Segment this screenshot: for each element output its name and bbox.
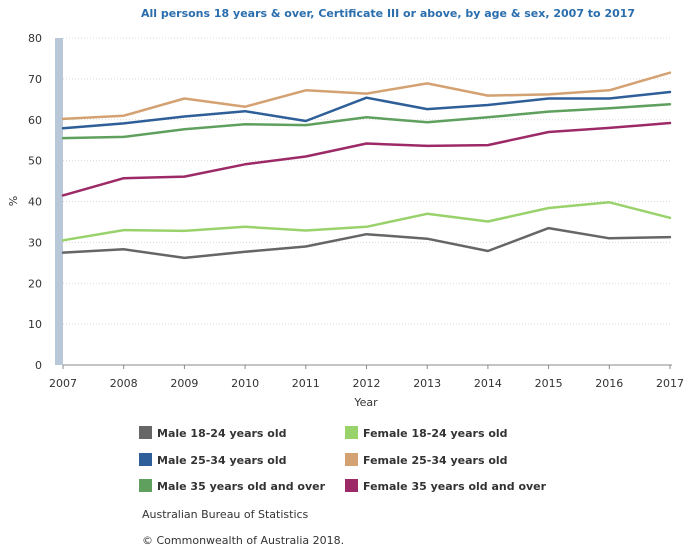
copyright-text: © Commonwealth of Australia 2018. (142, 534, 344, 547)
source-text: Australian Bureau of Statistics (142, 508, 309, 521)
y-tick-labels: 0 10 20 30 40 50 60 70 80 (28, 32, 42, 372)
x-tick-label: 2009 (170, 377, 198, 390)
x-tick-label: 2008 (110, 377, 138, 390)
x-tick-label: 2011 (292, 377, 320, 390)
x-tick-label: 2012 (353, 377, 381, 390)
x-tick-label: 2013 (413, 377, 441, 390)
legend: Male 18-24 years old Female 18-24 years o… (139, 426, 547, 493)
x-tick-label: 2017 (656, 377, 684, 390)
legend-swatch (345, 453, 358, 466)
legend-label: Female 25-34 years old (363, 454, 508, 467)
legend-swatch (139, 453, 152, 466)
legend-label: Female 18-24 years old (363, 427, 508, 440)
y-tick-label: 30 (28, 236, 42, 249)
y-tick-label: 40 (28, 196, 42, 209)
legend-label: Female 35 years old and over (363, 480, 547, 493)
x-axis-label: Year (353, 396, 378, 409)
series-line-1 (61, 201, 672, 242)
y-axis-bar (55, 38, 63, 365)
series-line-0 (61, 226, 672, 260)
y-axis-label: % (7, 196, 20, 206)
y-tick-label: 50 (28, 155, 42, 168)
gridlines (63, 37, 672, 366)
x-tick-label: 2015 (535, 377, 563, 390)
y-tick-label: 70 (28, 73, 42, 86)
series-lines (61, 71, 672, 260)
y-tick-label: 60 (28, 114, 42, 127)
x-tick-labels: 2007 2008 2009 2010 2011 2012 2013 2014 2015 2016… (49, 365, 684, 390)
legend-label: Male 25-34 years old (157, 454, 287, 467)
legend-label: Male 18-24 years old (157, 427, 287, 440)
legend-swatch (345, 426, 358, 439)
y-tick-label: 0 (35, 359, 42, 372)
x-tick-label: 2014 (474, 377, 502, 390)
series-line-4 (61, 102, 672, 140)
legend-swatch (345, 479, 358, 492)
x-tick-label: 2007 (49, 377, 77, 390)
x-tick-label: 2010 (231, 377, 259, 390)
x-tick-label: 2016 (595, 377, 623, 390)
y-tick-label: 80 (28, 32, 42, 45)
series-line-3 (61, 71, 672, 121)
chart-title: All persons 18 years & over, Certificate… (141, 7, 635, 20)
series-line-2 (61, 90, 672, 130)
legend-swatch (139, 426, 152, 439)
legend-swatch (139, 479, 152, 492)
legend-label: Male 35 years old and over (157, 480, 326, 493)
y-tick-label: 20 (28, 277, 42, 290)
y-tick-label: 10 (28, 318, 42, 331)
series-line-5 (61, 121, 672, 197)
